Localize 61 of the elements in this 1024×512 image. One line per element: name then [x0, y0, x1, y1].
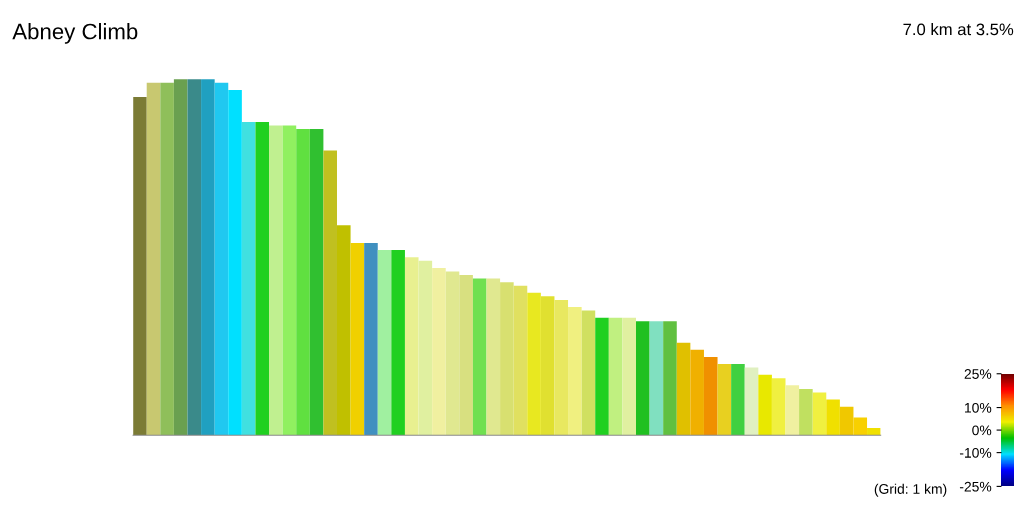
bar	[269, 125, 283, 436]
bar	[377, 250, 392, 436]
color-bar-label: 25%	[964, 369, 992, 379]
bar	[595, 317, 609, 436]
color-bar-label: 0%	[972, 425, 992, 436]
bar	[554, 299, 569, 436]
bar	[771, 378, 786, 436]
bar	[296, 129, 310, 436]
bar	[432, 267, 446, 436]
bar	[486, 278, 501, 436]
bar	[391, 250, 405, 436]
bar	[418, 260, 433, 436]
bar	[622, 317, 636, 436]
bar	[690, 349, 704, 436]
bar	[649, 321, 664, 436]
bar	[717, 364, 732, 436]
bar	[636, 321, 650, 436]
bar	[336, 225, 351, 436]
bar	[703, 356, 718, 436]
bar	[472, 278, 487, 436]
bar	[214, 82, 229, 436]
bar	[663, 321, 677, 436]
bar	[826, 399, 840, 436]
bar	[500, 282, 514, 436]
bar	[364, 242, 378, 436]
bar	[744, 367, 759, 436]
bar	[146, 82, 161, 436]
bar	[133, 97, 147, 436]
bar	[731, 364, 745, 436]
color-bar-label: -10%	[959, 447, 992, 458]
color-bar-label: 10%	[965, 402, 992, 413]
bar	[228, 89, 242, 436]
bar	[568, 307, 582, 436]
bar	[513, 285, 528, 436]
bar	[527, 292, 541, 436]
text: 7.0 km at 3.5%	[903, 23, 1014, 36]
bar	[350, 242, 365, 436]
bar	[282, 125, 297, 436]
bar	[187, 79, 202, 436]
bar	[445, 271, 460, 436]
bar	[255, 121, 270, 436]
bar	[459, 275, 473, 436]
bar	[309, 129, 324, 436]
bar	[201, 79, 215, 436]
bar	[160, 82, 174, 436]
bar	[173, 79, 188, 436]
bar	[676, 342, 691, 436]
text: (Grid: 1 km)	[874, 483, 947, 497]
bar	[867, 428, 881, 436]
bar	[799, 388, 813, 436]
bar	[608, 317, 623, 436]
color-bar-label: -25%	[959, 481, 992, 492]
chart-title: Abney Climb	[12, 23, 138, 44]
bar	[758, 374, 772, 436]
bar	[323, 150, 337, 436]
bar	[404, 257, 419, 436]
bar	[812, 392, 827, 436]
bar	[785, 385, 800, 436]
bar	[241, 121, 256, 436]
bar	[581, 310, 596, 436]
bar	[540, 296, 555, 436]
